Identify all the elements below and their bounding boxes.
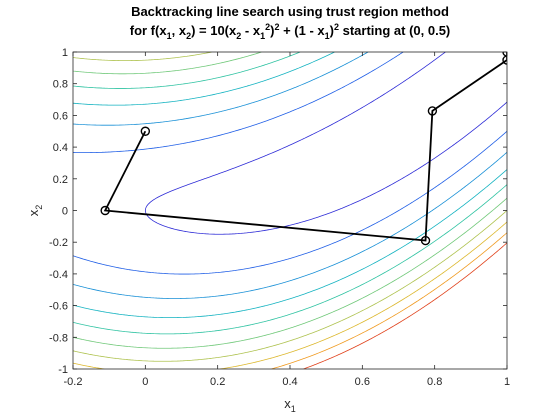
y-tick-label: 0.8: [53, 79, 68, 91]
y-tick-label: 0.4: [53, 142, 68, 154]
search-path-line: [103, 52, 507, 242]
axis-ticks: -0.2 0 0.2 0.4 0.6 0.8 1 -1 -0.8 -0.6 -0.4 -0.2 0 0.2…: [49, 47, 510, 388]
x-tick-label: 0.4: [282, 376, 297, 388]
y-tick-label: 0.6: [53, 110, 68, 122]
x-axis-label: x1: [284, 396, 296, 414]
y-tick-label: -0.4: [49, 269, 68, 281]
y-tick-label: 0: [62, 206, 68, 218]
x-tick-label: 0: [142, 376, 148, 388]
search-path: [100, 52, 507, 246]
path-point: [420, 235, 431, 246]
contour-level-10: [303, 242, 507, 369]
y-axis-label-text: x2: [26, 205, 44, 217]
y-tick-label: -0.8: [49, 332, 68, 344]
x-tick-label: 0.8: [427, 376, 442, 388]
contour-level-8: [73, 221, 507, 369]
plot-frame: [72, 51, 508, 370]
y-tick-label: -0.2: [49, 237, 68, 249]
path-point: [140, 126, 151, 136]
path-point: [502, 55, 507, 65]
x-tick-label: 1: [504, 376, 510, 388]
y-tick-label: 0.2: [53, 174, 68, 186]
path-point: [100, 205, 110, 216]
chart-title: Backtracking line search using trust reg…: [130, 4, 451, 41]
x-tick-label: 0.6: [355, 376, 370, 388]
contour-level-4: [73, 52, 507, 319]
x-tick-label: -0.2: [64, 376, 83, 388]
x-axis-label-text: x1: [284, 396, 296, 414]
contour-level-3: [73, 52, 507, 299]
contour-level-6: [73, 52, 507, 349]
y-axis-label: x2: [26, 205, 44, 217]
y-tick-label: 1: [62, 47, 68, 59]
y-tick-label: -0.6: [49, 301, 68, 313]
title-line-1: Backtracking line search using trust reg…: [131, 4, 449, 19]
title-line-2: for f(x1, x2) = 10(x2 - x12)2 + (1 - x1)…: [130, 22, 451, 41]
contour-lines: [73, 52, 507, 369]
contour-level-1: [144, 52, 507, 235]
x-tick-label: 0.2: [210, 376, 225, 388]
contour-level-5: [73, 52, 507, 335]
contour-level-7: [73, 52, 507, 362]
contour-level-2: [73, 52, 507, 275]
path-point: [427, 106, 438, 116]
y-tick-label: -1: [58, 364, 68, 376]
